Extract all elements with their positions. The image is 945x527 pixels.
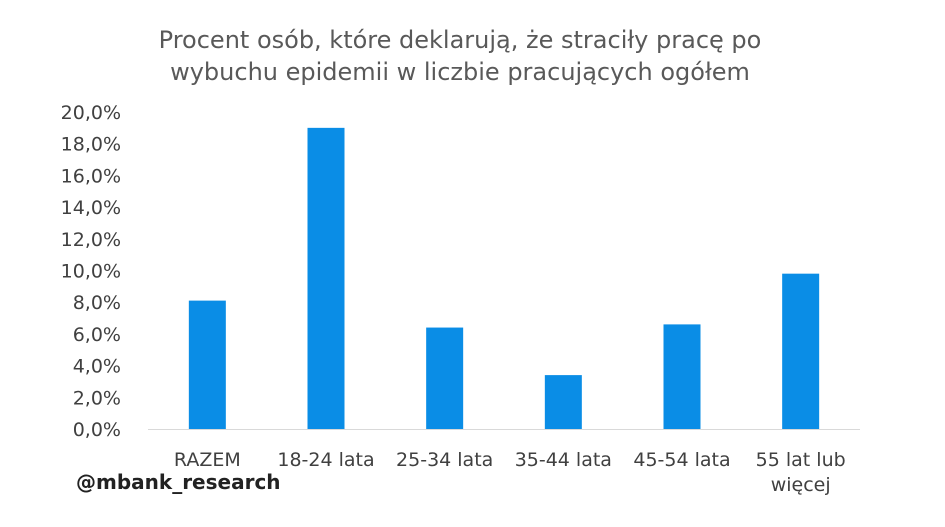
x-category-label: 18-24 lata [277, 449, 374, 471]
bar [782, 273, 820, 429]
bar [307, 127, 345, 429]
x-category-label: 35-44 lata [515, 449, 612, 471]
y-tick-label: 14,0% [61, 197, 121, 219]
y-tick-label: 2,0% [73, 387, 121, 409]
chart-title-line: Procent osób, które deklarują, że straci… [159, 26, 762, 54]
y-tick-label: 16,0% [61, 165, 121, 187]
y-tick-label: 0,0% [73, 419, 121, 441]
y-tick-label: 20,0% [61, 102, 121, 124]
bar [663, 324, 701, 429]
x-category-label: 55 lat lub [756, 449, 846, 471]
x-category-label: RAZEM [174, 449, 241, 471]
y-tick-label: 18,0% [61, 134, 121, 156]
x-axis-categories: RAZEM 18-24 lata 25-34 lata 35-44 lata 45-54… [174, 449, 846, 496]
y-tick-label: 6,0% [73, 324, 121, 346]
bar [544, 375, 582, 429]
y-tick-label: 10,0% [61, 261, 121, 283]
x-category-label: więcej [771, 474, 831, 496]
bar [188, 300, 226, 429]
y-tick-label: 4,0% [73, 356, 121, 378]
y-tick-label: 12,0% [61, 229, 121, 251]
bars [188, 127, 820, 429]
chart-title-line: wybuchu epidemii w liczbie pracujących o… [170, 58, 750, 86]
x-category-label: 45-54 lata [633, 449, 730, 471]
bar [426, 327, 464, 429]
y-axis: 0,0% 2,0% 4,0% 6,0% 8,0% 10,0% 12,0% 14,0% 16,0%… [61, 102, 121, 441]
x-category-label: 25-34 lata [396, 449, 493, 471]
watermark-handle: @mbank_research [76, 470, 281, 494]
chart-title: Procent osób, które deklarują, że straci… [159, 26, 762, 86]
y-tick-label: 8,0% [73, 292, 121, 314]
